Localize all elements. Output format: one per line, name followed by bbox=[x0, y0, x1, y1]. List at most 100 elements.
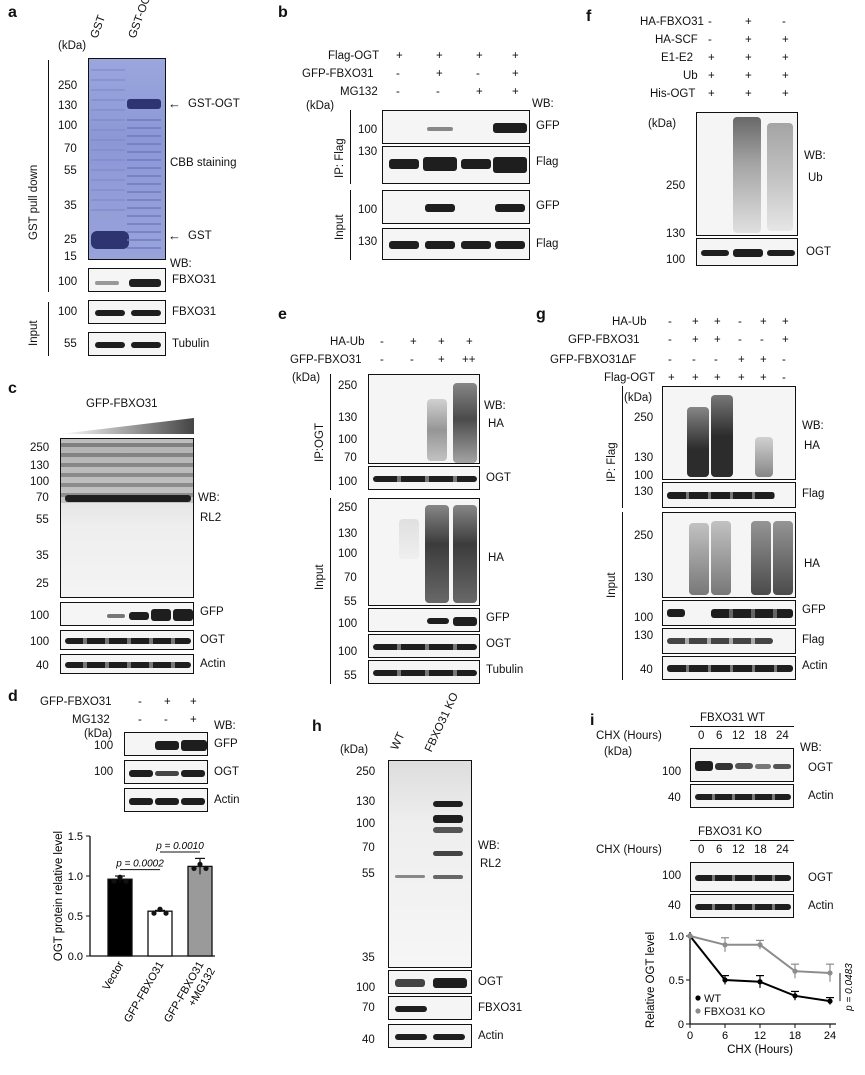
sign: - bbox=[436, 86, 440, 98]
x-axis-label: CHX (Hours) bbox=[727, 1044, 793, 1056]
mw-label: 55 bbox=[64, 338, 77, 350]
side-label-ip: IP:OGT bbox=[314, 423, 326, 462]
blot-label: OGT bbox=[214, 766, 239, 778]
blot bbox=[388, 760, 472, 968]
blot bbox=[690, 894, 794, 918]
kda-header: (kDa) bbox=[604, 746, 633, 758]
sign: + bbox=[782, 70, 789, 82]
arrow-icon: ← bbox=[168, 96, 181, 111]
side-label-input: Input bbox=[28, 320, 40, 346]
bar bbox=[107, 878, 133, 957]
blot bbox=[60, 630, 194, 650]
sign: + bbox=[782, 334, 789, 346]
blot bbox=[388, 1024, 472, 1048]
gradient-header: GFP-FBXO31 bbox=[86, 398, 158, 410]
mw-label: 100 bbox=[662, 870, 682, 882]
mw-label: 250 bbox=[356, 766, 376, 778]
sign: - bbox=[410, 354, 414, 366]
blot bbox=[662, 482, 796, 508]
data-point bbox=[827, 998, 833, 1004]
blot-label: OGT bbox=[486, 472, 511, 484]
blot-label: Actin bbox=[200, 658, 226, 670]
sign: - bbox=[396, 68, 400, 80]
side-label-input: Input bbox=[606, 572, 618, 598]
wb-label: WB: bbox=[170, 258, 192, 270]
mw-label: 100 bbox=[338, 434, 358, 446]
blot-label: OGT bbox=[200, 634, 225, 646]
data-point bbox=[123, 878, 129, 884]
sign: - bbox=[476, 68, 480, 80]
blot bbox=[696, 238, 798, 266]
lane-label-gst-ogt: GST-OGT bbox=[126, 0, 156, 40]
row-label: His-OGT bbox=[650, 88, 696, 100]
sign: + bbox=[692, 334, 699, 346]
sign: + bbox=[692, 372, 699, 384]
mw-label: 130 bbox=[634, 452, 654, 464]
mw-label: 100 bbox=[356, 818, 376, 830]
mw-label: 100 bbox=[338, 618, 358, 630]
blot-label: OGT bbox=[808, 872, 833, 884]
y-tick-label: 1.0 bbox=[68, 871, 83, 883]
mw-label: 70 bbox=[362, 1002, 375, 1014]
sign: + bbox=[436, 68, 443, 80]
timepoint: 0 bbox=[698, 730, 705, 742]
blot bbox=[382, 110, 530, 144]
blot bbox=[368, 466, 480, 490]
x-tick-label: 18 bbox=[789, 1030, 801, 1042]
sign: + bbox=[745, 52, 752, 64]
mw-label: 55 bbox=[64, 165, 77, 177]
row-label: GFP-FBXO31 bbox=[302, 68, 374, 80]
line-chart-i: 0 0.5 1.0 0 6 12 18 24 CHX (Hours) Relative OGT l… bbox=[645, 931, 855, 1056]
sign: + bbox=[738, 372, 745, 384]
blot-label: OGT bbox=[806, 246, 831, 258]
mw-label: 55 bbox=[344, 670, 357, 682]
blot bbox=[88, 268, 166, 292]
gst-ogt-arrow-label: GST-OGT bbox=[188, 98, 240, 110]
timepoint: 12 bbox=[732, 730, 745, 742]
cbb-label: CBB staining bbox=[170, 157, 237, 169]
mw-label: 250 bbox=[338, 502, 358, 514]
mw-label: 25 bbox=[36, 578, 49, 590]
mw-label: 100 bbox=[30, 476, 50, 488]
y-tick-label: 0.5 bbox=[669, 975, 684, 987]
timepoint: 6 bbox=[716, 730, 723, 742]
legend-label: FBXO31 KO bbox=[704, 1006, 766, 1018]
sign: - bbox=[396, 86, 400, 98]
mw-label: 100 bbox=[94, 766, 114, 778]
chx-label: CHX (Hours) bbox=[596, 730, 662, 742]
sign: - bbox=[380, 354, 384, 366]
mw-label: 100 bbox=[58, 306, 78, 318]
blot bbox=[690, 862, 794, 892]
data-point bbox=[792, 993, 798, 999]
timepoint: 12 bbox=[732, 844, 745, 856]
mw-label: 100 bbox=[338, 548, 358, 560]
mw-label: 70 bbox=[344, 452, 357, 464]
sign: - bbox=[668, 316, 672, 328]
blot-label: Tubulin bbox=[486, 664, 524, 676]
cbb-gel bbox=[88, 58, 166, 260]
blot bbox=[662, 600, 796, 626]
timepoint: 0 bbox=[698, 844, 705, 856]
sign: - bbox=[138, 696, 142, 708]
mw-label: 70 bbox=[344, 572, 357, 584]
mw-label: 100 bbox=[58, 276, 78, 288]
row-label: GFP-FBXO31ΔF bbox=[550, 354, 637, 366]
sign: + bbox=[436, 50, 443, 62]
panel-label-h: h bbox=[312, 718, 322, 735]
sign: + bbox=[190, 714, 197, 726]
mw-label: 40 bbox=[668, 792, 681, 804]
mw-label: 100 bbox=[338, 476, 358, 488]
gst-ogt-band bbox=[127, 99, 161, 109]
blot-label: GFP bbox=[200, 606, 224, 618]
blot bbox=[124, 760, 208, 784]
sign: - bbox=[714, 354, 718, 366]
legend-marker bbox=[695, 995, 701, 1001]
mw-label: 130 bbox=[634, 630, 654, 642]
mw-label: 130 bbox=[30, 460, 50, 472]
sign: - bbox=[738, 316, 742, 328]
data-point bbox=[117, 874, 123, 880]
blot-label: Actin bbox=[808, 790, 834, 802]
mw-label: 250 bbox=[634, 530, 654, 542]
wb-label: WB: bbox=[802, 420, 824, 432]
row-label: GFP-FBXO31 bbox=[40, 696, 112, 708]
